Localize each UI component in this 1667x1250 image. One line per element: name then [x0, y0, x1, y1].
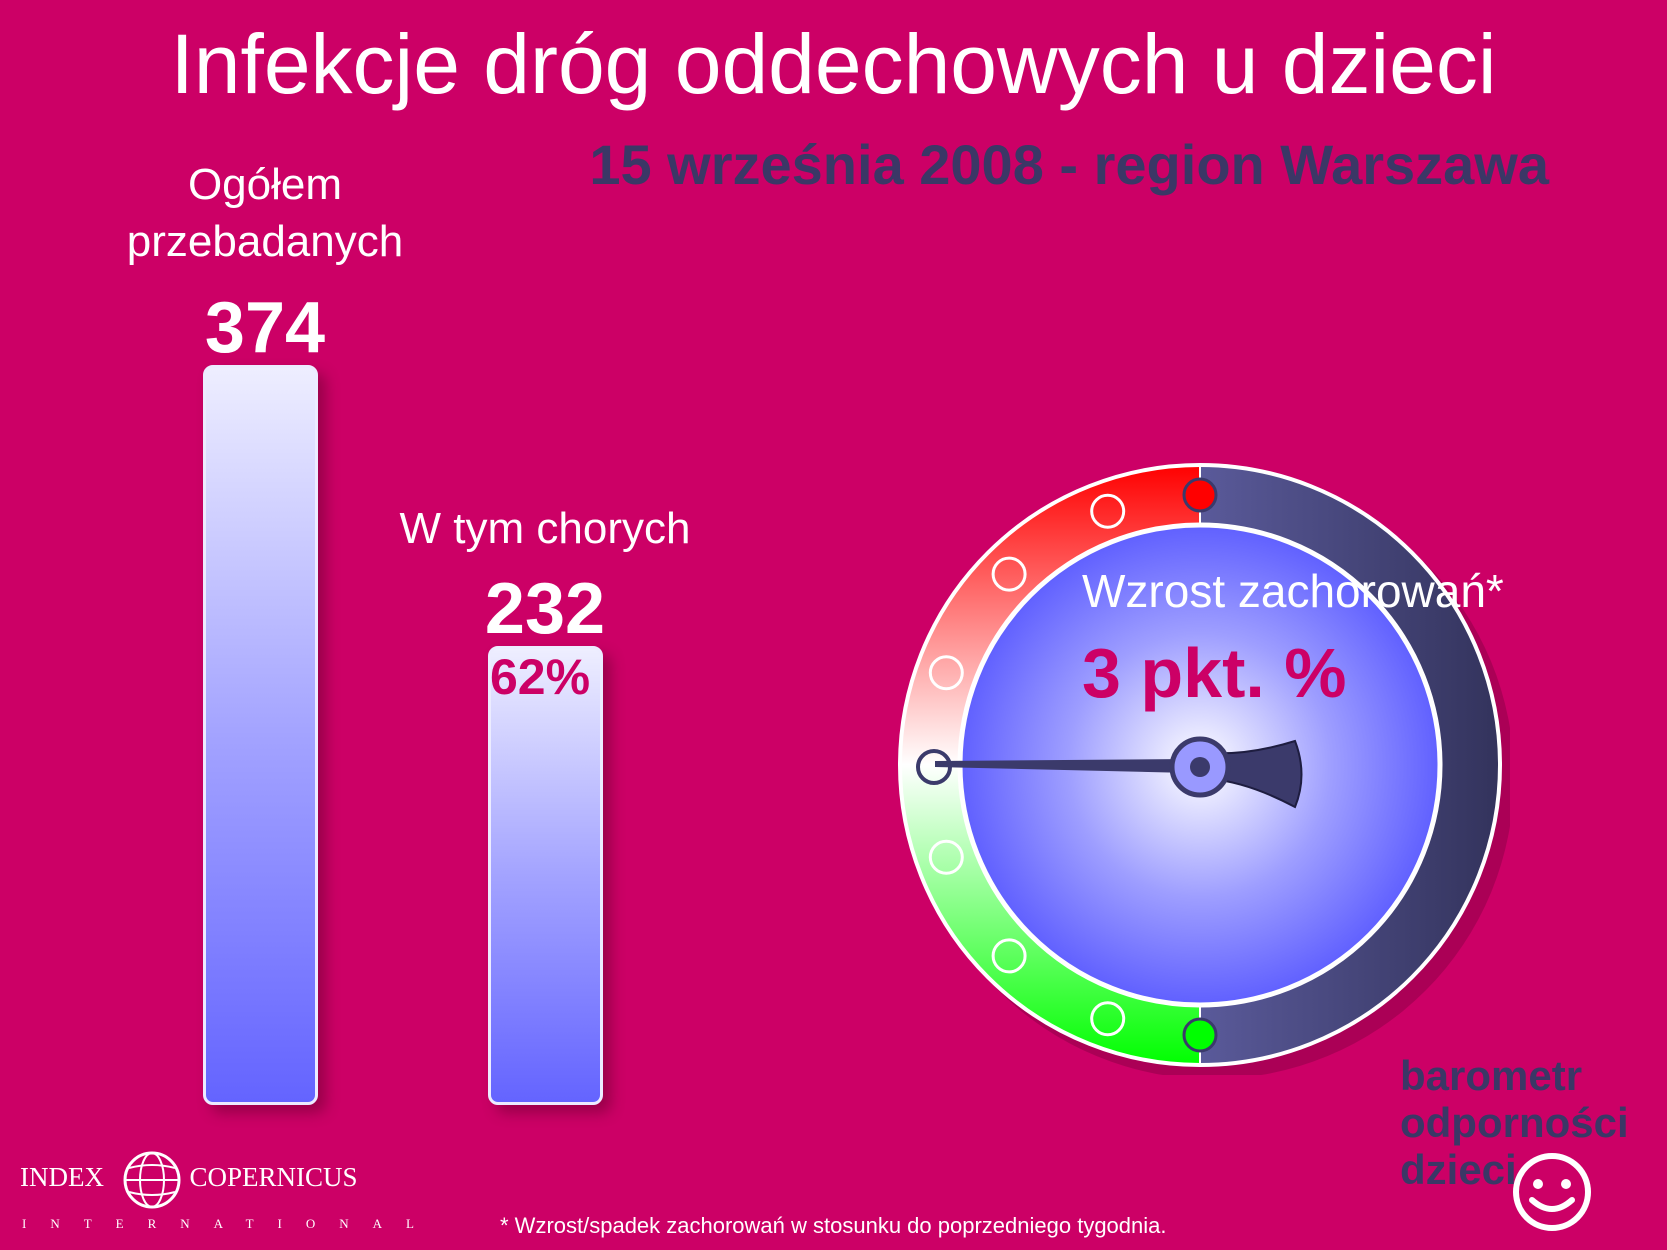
brand-line1: barometr [1400, 1052, 1583, 1099]
smiley-icon [1513, 1153, 1591, 1231]
gauge-value: 3 pkt. % [1082, 634, 1347, 712]
logo-name-right: COPERNICUS [189, 1162, 358, 1192]
logo-name: INDEX COPERNICUS [20, 1162, 358, 1193]
gauge-tick-mark [991, 556, 1027, 592]
total-label-line2: przebadanych [126, 217, 404, 267]
sick-label: W tym chorych [399, 504, 691, 553]
brand-logo: barometr odporności dzieci [1400, 1052, 1629, 1193]
total-label: Ogółem przebadanych [90, 156, 440, 270]
page-title: Infekcje dróg oddechowych u dzieci [170, 17, 1497, 111]
gauge-tick-mark [1182, 1017, 1218, 1053]
gauge-tick-mark [1090, 493, 1126, 529]
gauge-marks [928, 477, 1218, 1053]
page-subtitle: 15 września 2008 - region Warszawa [589, 133, 1549, 196]
gauge [898, 463, 1510, 1075]
gauge-label: Wzrost zachorowań* [1082, 565, 1504, 617]
total-value-label: 374 [204, 288, 326, 368]
sick-value-label: 232 [484, 569, 606, 649]
brand-line2: odporności [1400, 1099, 1629, 1147]
gauge-tick-mark [1090, 1001, 1126, 1037]
gauge-tick-mark [928, 655, 964, 691]
total-label-line1: Ogółem [187, 160, 343, 209]
logo-name-left: INDEX [20, 1162, 104, 1192]
gauge-tick-mark [928, 839, 964, 875]
brand-line3: dzieci [1400, 1146, 1517, 1194]
bar-total [203, 365, 318, 1105]
footnote: * Wzrost/spadek zachorowań w stosunku do… [500, 1213, 1167, 1238]
logo-sub: INTERNATIONAL [22, 1216, 438, 1231]
gauge-tick-mark [1182, 477, 1218, 513]
gauge-needle [935, 736, 1303, 809]
gauge-needle-tip [916, 749, 952, 785]
gauge-tick-mark [991, 938, 1027, 974]
sick-percent-label: 62% [489, 649, 591, 705]
bar-sick [488, 646, 603, 1105]
globe-icon [123, 1151, 181, 1209]
